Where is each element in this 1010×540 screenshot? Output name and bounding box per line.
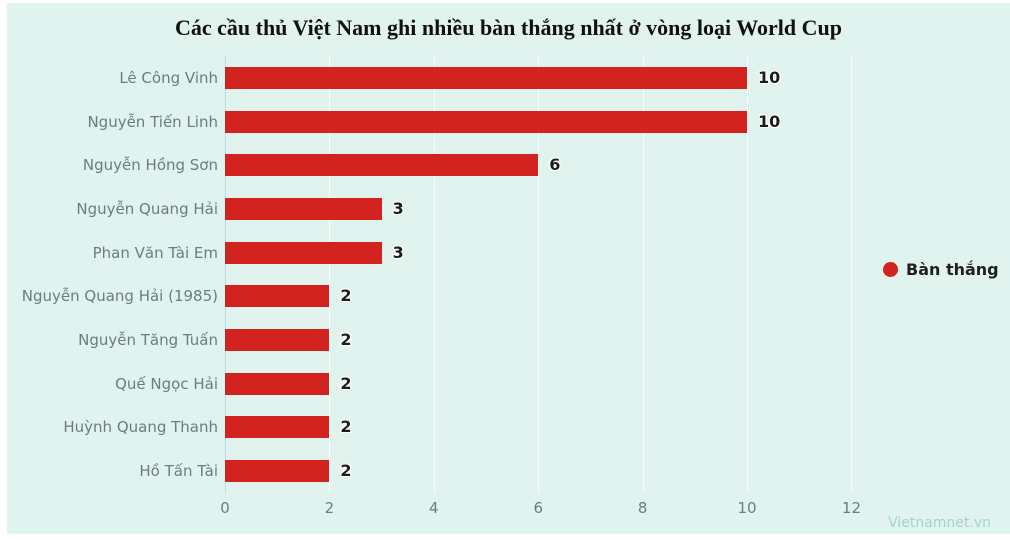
bar-rows: Lê Công Vinh 10 Nguyễn Tiến Linh 10 Nguyễn H… — [7, 56, 1010, 493]
bar[interactable] — [225, 460, 330, 483]
bar-track: 6 — [225, 154, 1010, 177]
bar[interactable] — [225, 197, 382, 220]
category-label: Nguyễn Tiến Linh — [87, 112, 218, 131]
legend-marker-icon — [883, 262, 898, 277]
value-label: 10 — [758, 67, 781, 87]
category-label: Nguyễn Quang Hải — [76, 199, 218, 218]
bar[interactable] — [225, 372, 330, 395]
category-label: Quế Ngọc Hải — [115, 374, 218, 393]
legend-label: Bàn thắng — [906, 260, 999, 279]
bar-track: 10 — [225, 66, 1010, 89]
bar-track: 2 — [225, 460, 1010, 483]
x-tick-label: 8 — [637, 499, 648, 517]
category-label: Lê Công Vinh — [119, 68, 218, 87]
bar-row: Nguyễn Tăng Tuấn 2 — [7, 318, 1010, 362]
bar-row: Nguyễn Quang Hải 3 — [7, 187, 1010, 231]
value-label: 2 — [340, 461, 352, 481]
value-label: 2 — [340, 417, 352, 437]
legend-item[interactable]: Bàn thắng — [883, 260, 999, 279]
bar-track: 2 — [225, 372, 1010, 395]
x-tick-label: 12 — [841, 499, 861, 517]
x-axis: 0 2 4 6 8 10 12 — [220, 499, 888, 523]
bar-row: Lê Công Vinh 10 — [7, 56, 1010, 100]
category-label: Huỳnh Quang Thanh — [63, 418, 218, 437]
bar-row: Nguyễn Quang Hải (1985) 2 — [7, 275, 1010, 319]
category-label: Nguyễn Tăng Tuấn — [78, 331, 218, 350]
bar-row: Phan Văn Tài Em 3 — [7, 231, 1010, 275]
x-tick-label: 6 — [533, 499, 543, 517]
category-label: Phan Văn Tài Em — [92, 243, 218, 262]
value-label: 3 — [392, 242, 404, 262]
watermark: Vietnamnet.vn — [888, 515, 991, 531]
bar-row: Hồ Tấn Tài 2 — [7, 449, 1010, 493]
category-label: Nguyễn Quang Hải (1985) — [21, 287, 218, 306]
x-tick-label: 10 — [737, 499, 757, 517]
bar[interactable] — [225, 241, 382, 264]
bar-row: Quế Ngọc Hải 2 — [7, 362, 1010, 406]
bar-track: 10 — [225, 110, 1010, 133]
bar-track: 3 — [225, 241, 1010, 264]
bar-row: Nguyễn Tiến Linh 10 — [7, 100, 1010, 144]
value-label: 2 — [340, 286, 352, 306]
bar[interactable] — [225, 110, 748, 133]
bar-track: 2 — [225, 285, 1010, 308]
category-label: Hồ Tấn Tài — [139, 462, 218, 481]
x-tick-label: 0 — [220, 499, 230, 517]
bar[interactable] — [225, 285, 330, 308]
value-label: 10 — [758, 111, 781, 131]
value-label: 2 — [340, 330, 352, 350]
bar[interactable] — [225, 154, 539, 177]
x-tick-label: 4 — [429, 499, 439, 517]
bar-track: 2 — [225, 416, 1010, 439]
value-label: 3 — [392, 198, 404, 218]
chart-panel: Các cầu thủ Việt Nam ghi nhiều bàn thắng… — [7, 3, 1010, 534]
bar-track: 2 — [225, 329, 1010, 352]
bar-row: Huỳnh Quang Thanh 2 — [7, 406, 1010, 450]
bar[interactable] — [225, 66, 748, 89]
bar[interactable] — [225, 329, 330, 352]
bar-row: Nguyễn Hồng Sơn 6 — [7, 143, 1010, 187]
x-tick-label: 2 — [324, 499, 335, 517]
bar-track: 3 — [225, 197, 1010, 220]
value-label: 2 — [340, 373, 352, 393]
chart-title: Các cầu thủ Việt Nam ghi nhiều bàn thắng… — [174, 15, 843, 40]
bar[interactable] — [225, 416, 330, 439]
value-label: 6 — [549, 155, 561, 175]
category-label: Nguyễn Hồng Sơn — [82, 156, 218, 175]
